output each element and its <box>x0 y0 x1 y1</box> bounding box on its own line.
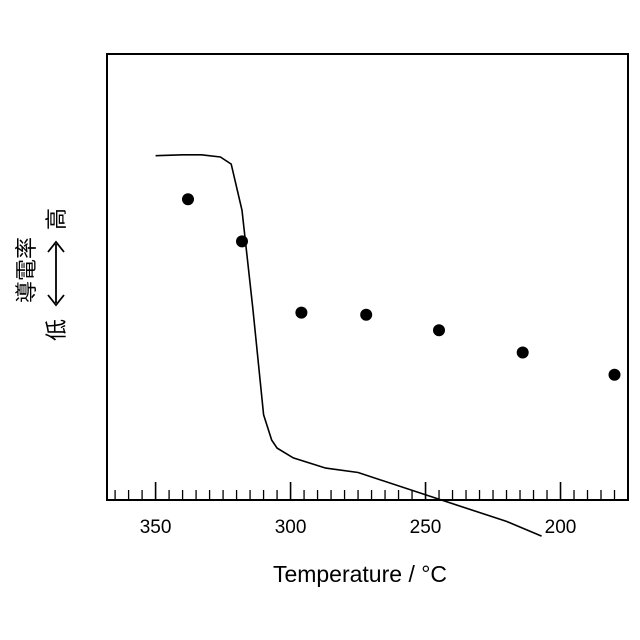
data-point <box>236 235 248 248</box>
y-axis-quantity: 導電率 <box>15 237 40 303</box>
plot-frame <box>106 53 629 501</box>
conductivity-points <box>182 193 621 381</box>
data-point <box>608 368 621 381</box>
x-tick-label: 350 <box>140 517 172 538</box>
y-axis-low-label: 低 <box>45 319 70 341</box>
x-tick-label: 250 <box>410 517 442 538</box>
data-point <box>360 308 373 321</box>
x-minor-ticks <box>114 490 629 500</box>
data-point <box>516 346 529 359</box>
x-tick-label: 300 <box>275 517 307 538</box>
y-axis-high-label: 高 <box>45 208 70 230</box>
data-point <box>182 193 194 206</box>
x-tick-label: 200 <box>545 517 577 538</box>
data-point <box>433 324 445 337</box>
conductivity-line <box>155 154 542 537</box>
x-major-ticks <box>154 482 562 500</box>
data-point <box>295 306 308 319</box>
x-axis-title: Temperature / °C <box>273 561 447 587</box>
x-tick-labels: 350 300 250 200 <box>140 517 577 538</box>
y-axis-title: 導電率 低 高 <box>15 208 70 341</box>
double-arrow-icon <box>47 240 65 307</box>
